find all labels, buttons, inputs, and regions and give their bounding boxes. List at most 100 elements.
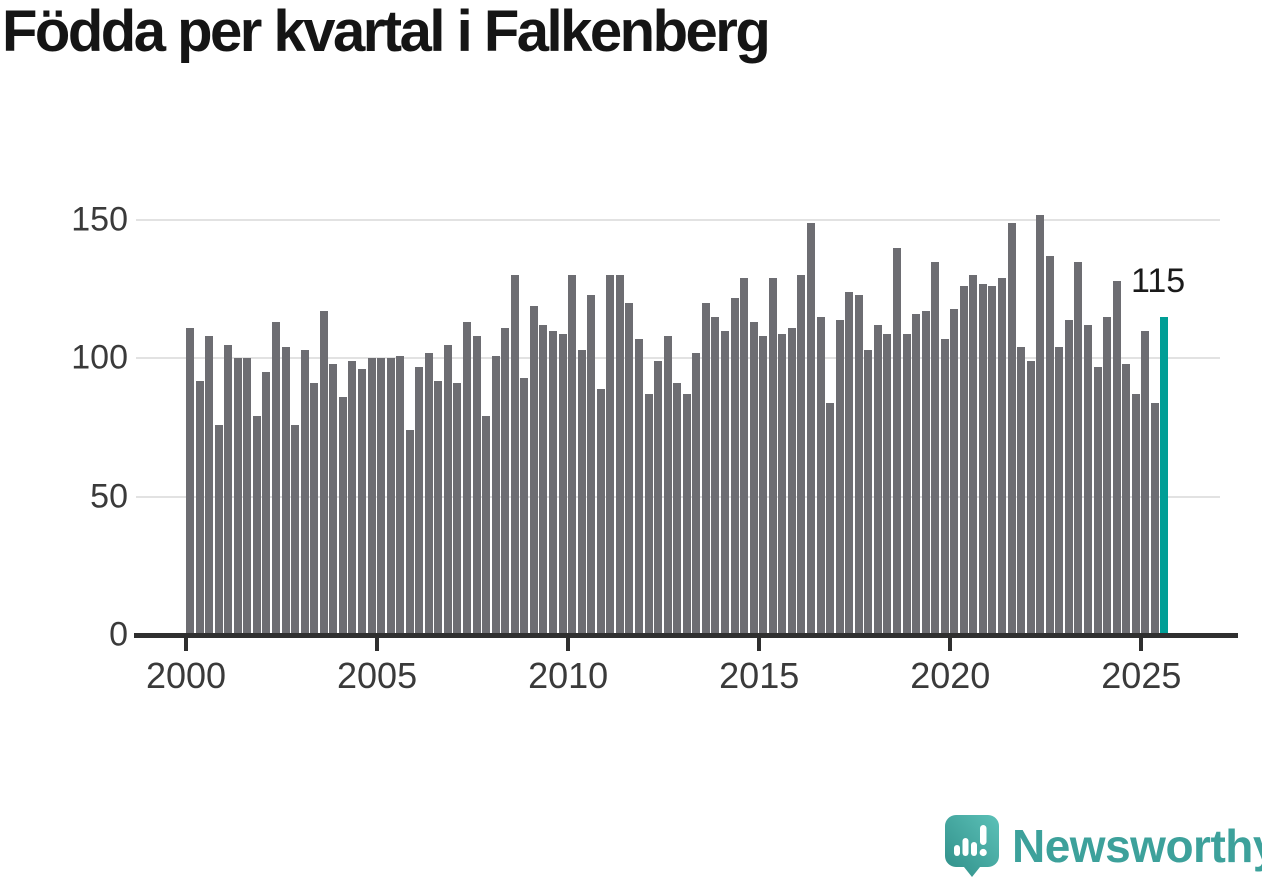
- bar: [348, 361, 357, 635]
- mini-bar-3: [971, 842, 977, 856]
- bar: [205, 336, 214, 635]
- bar: [854, 294, 863, 635]
- bar: [539, 325, 548, 635]
- bar: [558, 333, 567, 635]
- bar: [1026, 361, 1035, 635]
- bar-highlight-latest: [1160, 316, 1169, 635]
- bar: [501, 327, 510, 635]
- gridline-y-150: [136, 219, 1220, 222]
- last-value-label: 115: [1131, 262, 1186, 300]
- bar: [921, 311, 930, 635]
- bar: [329, 363, 338, 635]
- bar: [730, 297, 739, 635]
- x-axis-label-2000: 2000: [145, 655, 227, 696]
- bar: [768, 278, 777, 635]
- x-axis-label-2005: 2005: [337, 655, 418, 696]
- bar: [625, 303, 634, 635]
- bar: [520, 377, 529, 635]
- bar: [692, 352, 701, 635]
- mini-bar-1: [954, 845, 960, 856]
- bar: [291, 424, 300, 635]
- bar: [186, 327, 194, 635]
- bar: [673, 383, 682, 635]
- bar: [1131, 394, 1140, 635]
- bar: [778, 333, 787, 635]
- bar: [998, 278, 1007, 635]
- bar: [720, 330, 729, 635]
- bar: [682, 394, 691, 635]
- bar: [252, 416, 261, 635]
- bar: [654, 361, 663, 635]
- bar: [300, 350, 309, 635]
- x-axis-label-2020: 2020: [910, 655, 991, 696]
- bar: [243, 358, 252, 635]
- bar: [892, 247, 901, 635]
- bar: [596, 388, 605, 635]
- chart-title: Födda per kvartal i Falkenberg: [2, 0, 771, 64]
- x-tick-2010: [566, 638, 571, 651]
- bar: [443, 344, 452, 635]
- brand-footer: Newsworthy: [944, 814, 1262, 878]
- bar: [319, 311, 328, 635]
- bar: [367, 358, 376, 635]
- x-axis-line: [134, 633, 1238, 638]
- newsworthy-logo-icon: [945, 815, 999, 877]
- bar: [835, 319, 844, 635]
- bar: [759, 336, 768, 635]
- exclamation-stem: [980, 825, 987, 845]
- bar: [453, 383, 462, 635]
- bar: [1084, 325, 1093, 635]
- bar: [310, 383, 319, 635]
- y-axis-label-50: 50: [90, 477, 128, 516]
- bar: [816, 316, 825, 635]
- bar: [806, 222, 815, 635]
- bar: [386, 358, 395, 635]
- bar: [902, 333, 911, 635]
- bar: [1064, 319, 1073, 635]
- bar: [883, 333, 892, 635]
- bar: [1122, 363, 1131, 635]
- bar: [1045, 256, 1054, 635]
- bar: [635, 339, 643, 635]
- bar: [434, 380, 443, 635]
- bar: [281, 347, 290, 635]
- x-tick-2020: [948, 638, 953, 651]
- bar: [826, 402, 835, 635]
- bar: [931, 261, 940, 635]
- y-axis-label-150: 150: [71, 200, 128, 239]
- bar: [233, 358, 242, 635]
- bar: [396, 355, 405, 635]
- brand-name: Newsworthy: [1012, 820, 1262, 872]
- bar: [864, 350, 873, 635]
- bar: [797, 275, 806, 635]
- y-axis-label-0: 0: [109, 615, 128, 654]
- bar: [262, 372, 271, 635]
- bar: [338, 397, 347, 635]
- bar: [577, 350, 586, 635]
- bar: [615, 275, 624, 635]
- bar: [214, 424, 223, 635]
- bar: [549, 330, 558, 635]
- x-axis-label-2015: 2015: [719, 655, 800, 696]
- bar: [1055, 347, 1064, 635]
- bar: [510, 275, 519, 635]
- bar: [711, 316, 720, 635]
- bar: [969, 275, 978, 635]
- bar: [587, 294, 596, 635]
- bar: [568, 275, 577, 635]
- bar: [1093, 366, 1102, 635]
- bar: [1103, 316, 1112, 635]
- bar: [1141, 330, 1150, 635]
- x-tick-2000: [184, 638, 188, 651]
- bar: [940, 339, 949, 635]
- bar: [463, 322, 472, 635]
- exclamation-dot: [979, 848, 987, 857]
- x-tick-2005: [375, 638, 380, 651]
- bar: [959, 286, 968, 635]
- x-axis-label-2010: 2010: [528, 655, 609, 696]
- bar: [357, 369, 366, 635]
- bar: [663, 336, 672, 635]
- bar: [482, 416, 491, 635]
- bar: [749, 322, 758, 635]
